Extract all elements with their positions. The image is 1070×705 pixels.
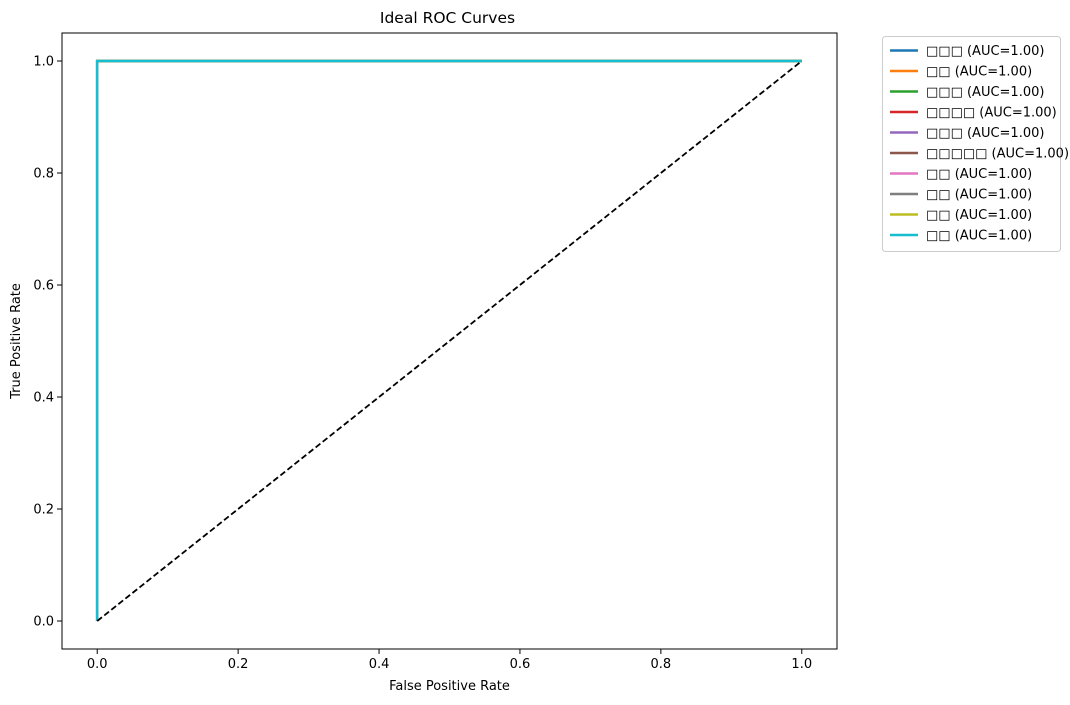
y-tick-label: 0.8 — [33, 167, 54, 182]
x-axis-ticks: 0.0 0.2 0.4 0.6 0.8 1.0 — [87, 649, 812, 672]
legend-label-6: □□□□□ (AUC=1.00) — [926, 147, 1069, 162]
series-line-6 — [95, 59, 802, 621]
x-tick-label: 0.4 — [369, 657, 390, 672]
series-line-9 — [95, 59, 802, 621]
legend-label-4: □□□□ (AUC=1.00) — [926, 106, 1057, 121]
plot-area: 0.0 0.2 0.4 0.6 0.8 1.0 0.0 0.2 0.4 0.6 0.8 1.0 — [33, 32, 838, 672]
series-line-10 — [95, 59, 802, 621]
legend-box — [882, 36, 1061, 252]
legend-label-1: □□□ (AUC=1.00) — [926, 44, 1044, 59]
series-line-8 — [95, 59, 802, 621]
legend-items: □□□ (AUC=1.00) □□ (AUC=1.00) □□□ (AUC=1.00… — [890, 44, 1069, 244]
legend-label-7: □□ (AUC=1.00) — [926, 167, 1032, 182]
legend-label-5: □□□ (AUC=1.00) — [926, 126, 1044, 141]
y-tick-label: 1.0 — [33, 55, 54, 70]
legend-label-2: □□ (AUC=1.00) — [926, 65, 1032, 80]
series-line-5 — [95, 59, 802, 621]
series-line-3 — [95, 59, 802, 621]
x-tick-label: 0.8 — [651, 657, 672, 672]
series-line-4 — [95, 59, 802, 621]
series-line-1 — [95, 59, 802, 621]
series-line-7 — [95, 59, 802, 621]
y-tick-label: 0.0 — [33, 615, 54, 630]
chart-title: Ideal ROC Curves — [380, 9, 515, 27]
legend-label-8: □□ (AUC=1.00) — [926, 188, 1032, 203]
series-lines — [95, 59, 803, 622]
x-tick-label: 0.2 — [228, 657, 249, 672]
reference-diagonal-line — [96, 60, 803, 622]
x-axis-label: False Positive Rate — [389, 679, 510, 694]
legend-label-9: □□ (AUC=1.00) — [926, 208, 1032, 223]
y-tick-label: 0.2 — [33, 503, 54, 518]
x-tick-label: 1.0 — [791, 657, 812, 672]
y-axis-label: True Positive Rate — [9, 283, 24, 400]
legend-label-10: □□ (AUC=1.00) — [926, 229, 1032, 244]
y-tick-label: 0.6 — [33, 279, 54, 294]
legend: □□□ (AUC=1.00) □□ (AUC=1.00) □□□ (AUC=1.00… — [882, 36, 1069, 252]
x-tick-label: 0.0 — [87, 657, 108, 672]
legend-label-3: □□□ (AUC=1.00) — [926, 85, 1044, 100]
y-axis-ticks: 0.0 0.2 0.4 0.6 0.8 1.0 — [33, 55, 62, 630]
y-tick-label: 0.4 — [33, 391, 54, 406]
series-line-2 — [95, 59, 802, 621]
x-tick-label: 0.6 — [510, 657, 531, 672]
plot-frame — [61, 32, 838, 650]
